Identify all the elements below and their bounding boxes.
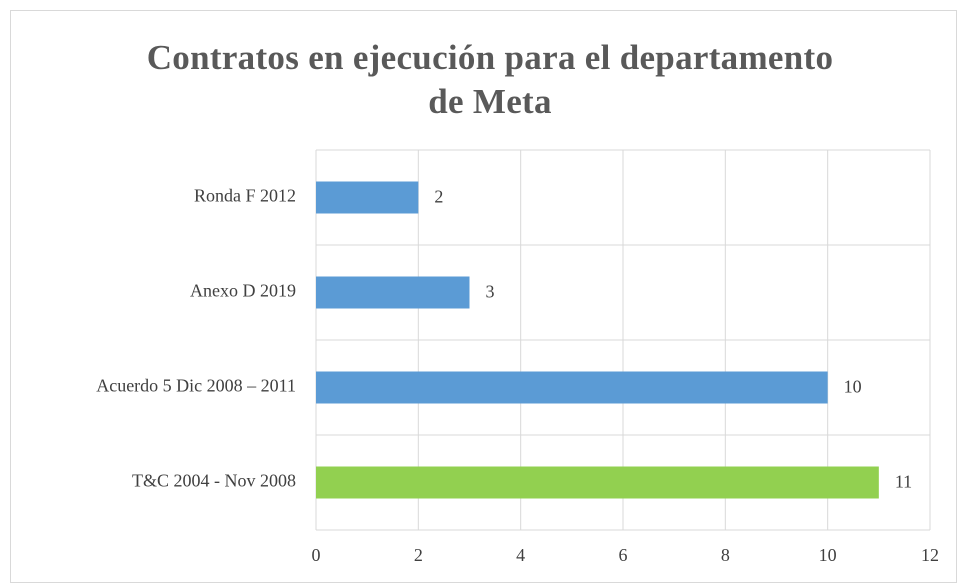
- data-label: 3: [486, 282, 495, 302]
- x-tick-label: 6: [619, 545, 628, 565]
- data-label: 2: [434, 187, 443, 207]
- x-tick-label: 4: [516, 545, 525, 565]
- bar: [316, 181, 419, 214]
- y-tick-label: Acuerdo 5 Dic 2008 – 2011: [96, 376, 296, 396]
- data-label: 10: [844, 377, 862, 397]
- x-tick-label: 0: [312, 545, 321, 565]
- bar: [316, 276, 470, 309]
- x-tick-label: 10: [819, 545, 837, 565]
- bar: [316, 371, 828, 404]
- data-label: 11: [895, 472, 912, 492]
- y-tick-label: T&C 2004 - Nov 2008: [132, 471, 296, 491]
- chart-title: Contratos en ejecución para el departame…: [146, 38, 834, 121]
- bar: [316, 466, 879, 499]
- x-tick-label: 12: [921, 545, 939, 565]
- y-tick-label: Anexo D 2019: [190, 281, 296, 301]
- x-tick-label: 2: [414, 545, 423, 565]
- x-tick-label: 8: [721, 545, 730, 565]
- y-tick-label: Ronda F 2012: [194, 186, 296, 206]
